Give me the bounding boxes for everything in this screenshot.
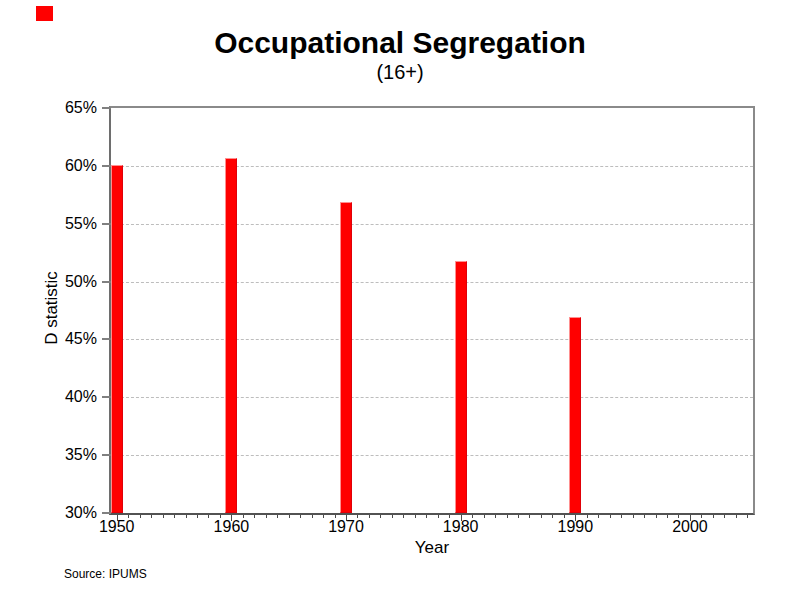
x-minor-tick — [541, 515, 542, 518]
x-minor-tick — [747, 515, 748, 518]
x-tick-label: 2000 — [660, 519, 720, 535]
x-minor-tick — [495, 515, 496, 518]
source-note: Source: IPUMS — [64, 567, 147, 581]
x-minor-tick — [529, 515, 530, 518]
bar-1950 — [111, 165, 123, 513]
gridline — [111, 455, 753, 456]
bar-1970 — [340, 202, 352, 513]
x-minor-tick — [438, 515, 439, 518]
y-tick-label: 60% — [40, 157, 97, 175]
x-minor-tick — [518, 515, 519, 518]
x-minor-tick — [254, 515, 255, 518]
x-minor-tick — [140, 515, 141, 518]
chart-layer: 30%35%40%45%50%55%60%65%1950196019701980… — [0, 0, 800, 600]
chart-figure: Occupational Segregation (16+) 30%35%40%… — [0, 0, 800, 600]
x-minor-tick — [736, 515, 737, 518]
y-tick-label: 35% — [40, 446, 97, 464]
y-tick-mark — [102, 454, 111, 456]
y-tick-mark — [102, 223, 111, 225]
x-minor-tick — [415, 515, 416, 518]
bar-1990 — [569, 317, 581, 513]
x-minor-tick — [403, 515, 404, 518]
x-minor-tick — [724, 515, 725, 518]
y-tick-mark — [102, 165, 111, 167]
x-minor-tick — [667, 515, 668, 518]
x-minor-tick — [380, 515, 381, 518]
x-minor-tick — [289, 515, 290, 518]
y-tick-mark — [102, 396, 111, 398]
x-minor-tick — [186, 515, 187, 518]
x-minor-tick — [300, 515, 301, 518]
gridline — [111, 397, 753, 398]
x-minor-tick — [266, 515, 267, 518]
x-minor-tick — [312, 515, 313, 518]
x-minor-tick — [633, 515, 634, 518]
y-tick-mark — [102, 512, 111, 514]
x-minor-tick — [507, 515, 508, 518]
x-tick-label: 1990 — [545, 519, 605, 535]
x-minor-tick — [369, 515, 370, 518]
x-minor-tick — [621, 515, 622, 518]
x-minor-tick — [484, 515, 485, 518]
x-minor-tick — [598, 515, 599, 518]
x-minor-tick — [277, 515, 278, 518]
y-tick-mark — [102, 107, 111, 109]
bar-1980 — [455, 261, 467, 513]
x-minor-tick — [392, 515, 393, 518]
bar-1960 — [225, 158, 237, 513]
x-tick-label: 1960 — [201, 519, 261, 535]
y-tick-mark — [102, 338, 111, 340]
gridline — [111, 339, 753, 340]
x-tick-label: 1950 — [87, 519, 147, 535]
y-tick-label: 40% — [40, 388, 97, 406]
y-tick-label: 55% — [40, 215, 97, 233]
y-tick-label: 65% — [40, 99, 97, 117]
x-minor-tick — [197, 515, 198, 518]
gridline — [111, 166, 753, 167]
x-minor-tick — [151, 515, 152, 518]
x-axis-title: Year — [111, 538, 753, 558]
x-minor-tick — [656, 515, 657, 518]
x-tick-label: 1980 — [431, 519, 491, 535]
x-tick-label: 1970 — [316, 519, 376, 535]
x-minor-tick — [552, 515, 553, 518]
x-minor-tick — [426, 515, 427, 518]
gridline — [111, 224, 753, 225]
gridline — [111, 282, 753, 283]
x-minor-tick — [713, 515, 714, 518]
x-minor-tick — [163, 515, 164, 518]
x-minor-tick — [323, 515, 324, 518]
y-axis-title: D statistic — [42, 271, 62, 345]
x-minor-tick — [208, 515, 209, 518]
x-minor-tick — [610, 515, 611, 518]
x-minor-tick — [644, 515, 645, 518]
y-tick-mark — [102, 281, 111, 283]
x-minor-tick — [174, 515, 175, 518]
